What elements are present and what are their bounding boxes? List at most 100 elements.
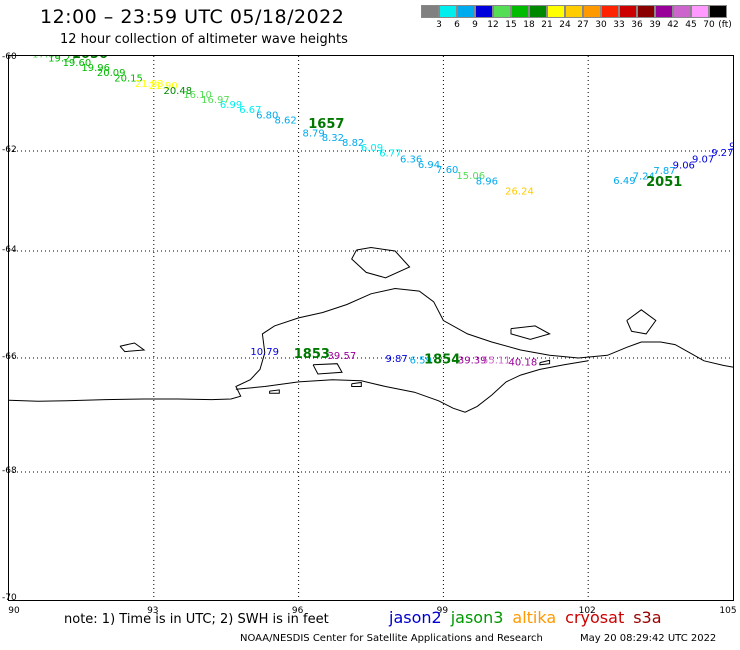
legend-swatch [529,5,547,18]
map-canvas: 17.6619.2719.6019.9620.0920.1521.8321.90… [9,56,733,600]
swh-value-label: 19.27 [48,56,77,64]
legend-swatch [619,5,637,18]
swh-value-label: 8.62 [274,116,296,127]
generated-timestamp: May 20 08:29:42 UTC 2022 [580,633,717,644]
swh-value-label: 6.94 [418,160,440,171]
y-tick-label: -60 [2,52,17,62]
legend-swatch [655,5,673,18]
swh-value-label: 8.96 [476,177,498,188]
swh-value-label: 9.07 [692,155,714,166]
legend-tick: 12 [487,20,499,30]
swh-value-label: 6.36 [400,155,422,166]
swh-value-label: 6.77 [379,149,401,160]
legend-swatch [673,5,691,18]
coastline [351,381,362,387]
coastline [119,342,146,353]
legend-tick: 24 [559,20,571,30]
x-tick-label: 102 [578,606,596,616]
legend-tick: 42 [667,20,679,30]
legend-tick: 18 [523,20,535,30]
swh-value-label: 10.79 [250,347,279,358]
legend-swatches [421,5,727,18]
swh-value-label: 16.10 [183,90,212,101]
pass-time-label: 1853 [294,347,330,362]
swh-value-label: 16.97 [201,95,230,106]
coastline [539,359,551,366]
legend-tick: 3 [436,20,442,30]
legend-unit: (ft) [718,20,732,30]
swh-value-label: 8.82 [342,138,364,149]
coastline [9,287,733,402]
coastline [312,363,343,375]
legend-tick: 33 [613,20,625,30]
swh-value-label: 20.09 [97,68,126,79]
legend-tick: 21 [541,20,553,30]
page-title: 12:00 – 23:59 UTC 05/18/2022 [40,6,345,28]
swh-value-label: 9.27 [711,148,733,159]
legend-swatch [475,5,493,18]
legend-tick: 45 [685,20,697,30]
y-tick-label: -66 [2,352,17,362]
swh-value-label: 20.15 [114,73,143,84]
legend-swatch [601,5,619,18]
color-legend: 3 6 9 12 15 18 21 24 27 30 33 36 39 42 45 70 (ft) [421,5,732,32]
swh-value-label: 26.24 [505,187,534,198]
satellite-jason2: jason2 [389,608,442,627]
y-tick-label: -70 [2,593,17,603]
legend-tick: 39 [649,20,661,30]
coastline [351,246,411,279]
legend-swatch [547,5,565,18]
page-subtitle: 12 hour collection of altimeter wave hei… [60,32,348,47]
swh-value-label: 19.60 [63,58,92,69]
pass-time-label: 2051 [646,175,682,190]
legend-tick: 70 [703,20,715,30]
swh-value-label: 8.32 [322,133,344,144]
legend-tick: 27 [577,20,589,30]
swh-value-label: 9.06 [673,161,695,172]
swh-value-label: 21.83 [135,79,164,90]
swh-value-label: 6.99 [220,100,242,111]
legend-swatch [583,5,601,18]
legend-swatch [691,5,709,18]
credit-line: NOAA/NESDIS Center for Satellite Applica… [240,633,543,644]
swh-value-label: 55.11 [482,356,511,367]
swh-value-label: 39.39 [458,356,487,367]
legend-swatch [709,5,727,18]
legend-swatch [457,5,475,18]
x-tick-label: 90 [8,606,20,616]
pass-time-label: 1656 [72,56,108,62]
legend-tick: 6 [454,20,460,30]
legend-swatch [637,5,655,18]
map-panel: 17.6619.2719.6019.9620.0920.1521.8321.90… [8,55,734,601]
pass-time-label: 1854 [424,353,460,368]
swh-value-label: 20.48 [163,86,192,97]
swh-value-label: 9.87 [385,354,407,365]
x-tick-label: 105 [719,606,737,616]
legend-ticks: 3 6 9 12 15 18 21 24 27 30 33 36 39 42 45 70 (ft) [421,18,732,32]
swh-value-label: 7.87 [653,166,675,177]
swh-value-label: 21.90 [149,81,178,92]
y-tick-label: -64 [2,245,17,255]
swh-value-label: 8.79 [302,129,324,140]
coastline [235,360,589,413]
satellite-jason3: jason3 [450,608,504,627]
swh-value-label: 6.09 [361,143,383,154]
swh-value-label: 7.24 [633,172,655,183]
legend-tick: 9 [472,20,478,30]
x-tick-label: 96 [291,606,304,616]
y-tick-label: -62 [2,145,17,155]
legend-swatch [511,5,529,18]
x-tick-label: 93 [147,606,159,616]
swh-value-label: 39.57 [328,351,357,362]
swh-value-label: 6.67 [239,105,261,116]
legend-tick: 15 [505,20,517,30]
swh-value-label: 15.06 [456,171,485,182]
swh-value-label: 7.60 [436,165,458,176]
satellite-altika: altika [512,608,557,627]
legend-swatch [421,5,439,18]
coastline [269,389,280,394]
swh-value-label: 6.59 [410,356,432,367]
coastline [510,325,551,340]
satellite-cryosat: cryosat [565,608,625,627]
swh-value-label: 19.96 [81,63,110,74]
